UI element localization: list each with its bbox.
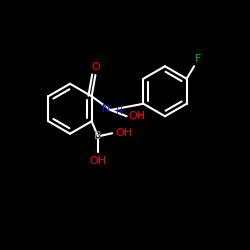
Text: N: N <box>102 104 110 114</box>
Text: F: F <box>195 54 201 64</box>
Text: OH: OH <box>89 156 106 166</box>
Text: OH: OH <box>128 111 145 121</box>
Text: B: B <box>94 131 102 141</box>
Text: OH: OH <box>115 128 132 138</box>
Text: O: O <box>92 62 100 72</box>
Text: H: H <box>115 106 122 116</box>
